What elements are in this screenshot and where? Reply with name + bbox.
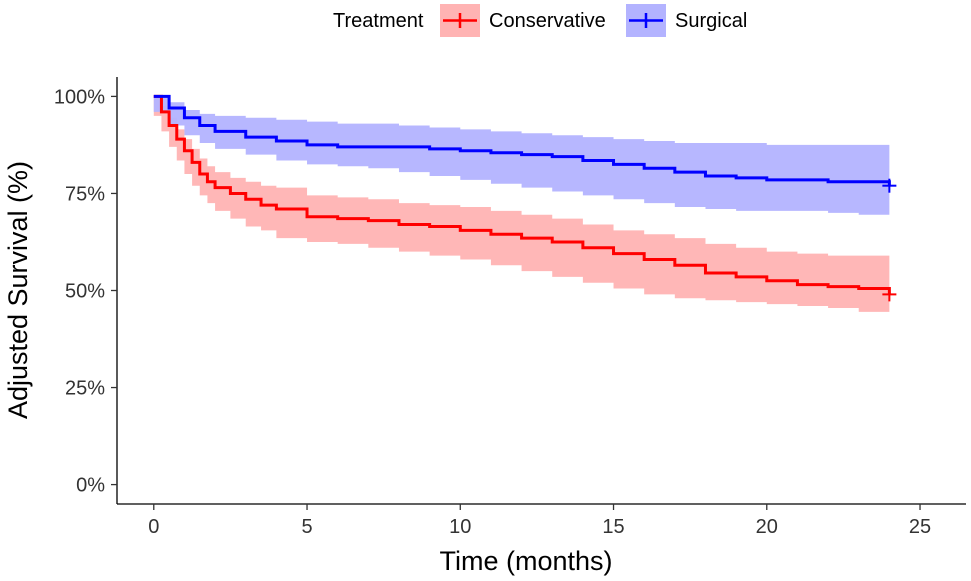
x-ticks: 0 5 10 15 20 25 — [148, 504, 931, 538]
x-axis-title: Time (months) — [439, 546, 612, 576]
y-tick-label: 100% — [54, 86, 105, 108]
y-axis-title: Adjusted Survival (%) — [3, 161, 33, 419]
legend-entry-surgical: Surgical — [626, 4, 747, 37]
x-tick-label: 20 — [756, 516, 778, 538]
survival-curves — [153, 94, 891, 295]
x-tick-label: 10 — [449, 516, 471, 538]
conservative-confidence-band — [153, 96, 890, 312]
x-tick-label: 0 — [148, 516, 159, 538]
surgical-survival-line — [153, 94, 891, 186]
y-tick-label: 75% — [65, 183, 105, 205]
conservative-censor-mark — [882, 287, 897, 302]
y-tick-label: 50% — [65, 281, 105, 303]
x-tick-label: 25 — [909, 516, 931, 538]
y-tick-label: 0% — [76, 475, 105, 497]
y-ticks: 0% 25% 50% 75% 100% — [54, 86, 117, 497]
surgical-censor-mark — [882, 178, 897, 193]
legend-entry-conservative: Conservative — [440, 4, 606, 37]
legend-title: Treatment — [333, 10, 424, 32]
y-tick-label: 25% — [65, 378, 105, 400]
legend-label-conservative: Conservative — [489, 10, 606, 32]
legend: Treatment Conservative Surgical — [333, 4, 747, 37]
conservative-survival-line — [153, 94, 891, 295]
censor-marks — [882, 178, 897, 302]
x-tick-label: 5 — [301, 516, 312, 538]
legend-label-surgical: Surgical — [675, 10, 747, 32]
x-tick-label: 15 — [602, 516, 624, 538]
